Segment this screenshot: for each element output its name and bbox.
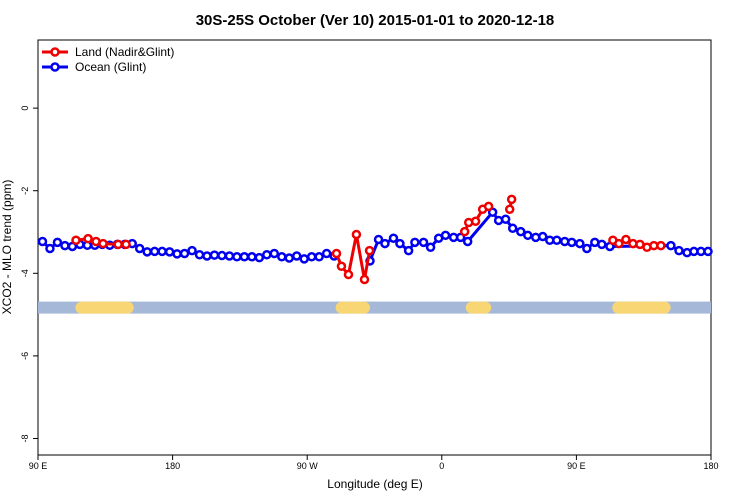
data-point (674, 245, 684, 256)
data-point (239, 252, 250, 262)
data-point (194, 249, 205, 260)
data-point (504, 204, 515, 215)
data-point (37, 236, 48, 247)
data-point (121, 239, 131, 250)
data-point (552, 235, 562, 246)
land-segment (612, 301, 671, 314)
legend-label: Land (Nadir&Glint) (75, 45, 174, 59)
data-point (314, 252, 324, 262)
data-point (45, 243, 55, 254)
data-point (500, 214, 511, 224)
data-point (483, 201, 494, 212)
data-point (134, 243, 145, 254)
data-point (71, 235, 81, 246)
data-point (164, 247, 175, 257)
data-point (666, 240, 676, 251)
data-point (703, 246, 713, 257)
data-point (247, 252, 257, 262)
data-point (209, 250, 220, 260)
data-point (597, 239, 607, 250)
data-point (52, 237, 63, 248)
data-point (656, 240, 666, 251)
data-point (507, 223, 518, 234)
legend-marker (50, 47, 60, 57)
data-point (336, 261, 347, 272)
data-point (351, 229, 362, 240)
legend-marker (50, 62, 60, 72)
x-tick-label: 180 (165, 461, 180, 471)
data-point (516, 226, 526, 237)
y-tick-label: -4 (20, 269, 30, 277)
data-point (462, 236, 473, 247)
data-point (395, 238, 405, 249)
data-point (380, 238, 390, 249)
data-point (364, 245, 375, 256)
data-point (470, 216, 481, 227)
data-point (299, 254, 309, 264)
data-point (523, 230, 533, 241)
data-point (459, 226, 470, 237)
data-point (418, 237, 429, 248)
ocean-band (38, 301, 711, 314)
data-point (232, 252, 242, 262)
data-point (217, 250, 227, 261)
y-tick-label: -2 (20, 187, 30, 195)
data-point (269, 248, 280, 259)
data-point (425, 242, 436, 253)
data-point (254, 252, 265, 263)
land-segment (465, 301, 492, 314)
data-point (262, 249, 272, 260)
data-point (98, 238, 108, 249)
data-point (187, 245, 197, 256)
y-tick-label: -8 (20, 434, 30, 442)
data-point (373, 234, 384, 245)
data-point (582, 243, 592, 254)
data-point (506, 194, 517, 205)
x-tick-label: 0 (439, 461, 444, 471)
data-point (567, 237, 577, 248)
x-tick-label: 90 E (29, 461, 48, 471)
land-segment (75, 301, 134, 314)
data-point (142, 247, 152, 257)
data-point (306, 252, 317, 262)
x-tick-label: 90 W (297, 461, 319, 471)
data-point (224, 251, 235, 261)
land-segment (335, 301, 371, 314)
data-point (440, 230, 451, 241)
y-tick-label: 0 (20, 106, 30, 111)
data-point (202, 251, 212, 261)
x-tick-label: 180 (703, 461, 718, 471)
data-point (83, 233, 93, 244)
plot-frame (37, 39, 712, 456)
data-point (179, 248, 190, 259)
data-point (284, 253, 295, 263)
legend-label: Ocean (Glint) (75, 60, 146, 74)
data-point (614, 238, 624, 249)
data-point (157, 246, 167, 257)
data-point (410, 237, 420, 248)
data-point (403, 245, 414, 256)
data-point (388, 233, 399, 243)
data-point (149, 246, 160, 257)
x-axis-label: Longitude (deg E) (327, 477, 422, 491)
data-point (621, 234, 631, 245)
data-point (359, 274, 370, 285)
data-point (113, 239, 123, 250)
data-point (291, 251, 302, 261)
data-point (331, 248, 342, 259)
data-point (60, 240, 70, 251)
y-axis-label: XCO2 - MLO trend (ppm) (0, 180, 14, 315)
y-tick-label: -6 (20, 352, 30, 360)
data-point (172, 249, 182, 259)
data-point (321, 248, 332, 259)
x-tick-label: 90 E (567, 461, 586, 471)
data-point (277, 252, 287, 262)
chart-title: 30S-25S October (Ver 10) 2015-01-01 to 2… (196, 12, 555, 29)
data-point (538, 231, 548, 242)
data-point (575, 238, 585, 249)
data-point (343, 269, 354, 280)
